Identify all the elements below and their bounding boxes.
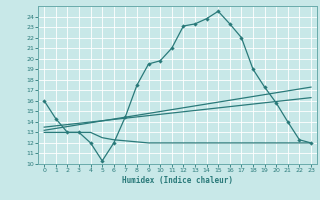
X-axis label: Humidex (Indice chaleur): Humidex (Indice chaleur) — [122, 176, 233, 185]
